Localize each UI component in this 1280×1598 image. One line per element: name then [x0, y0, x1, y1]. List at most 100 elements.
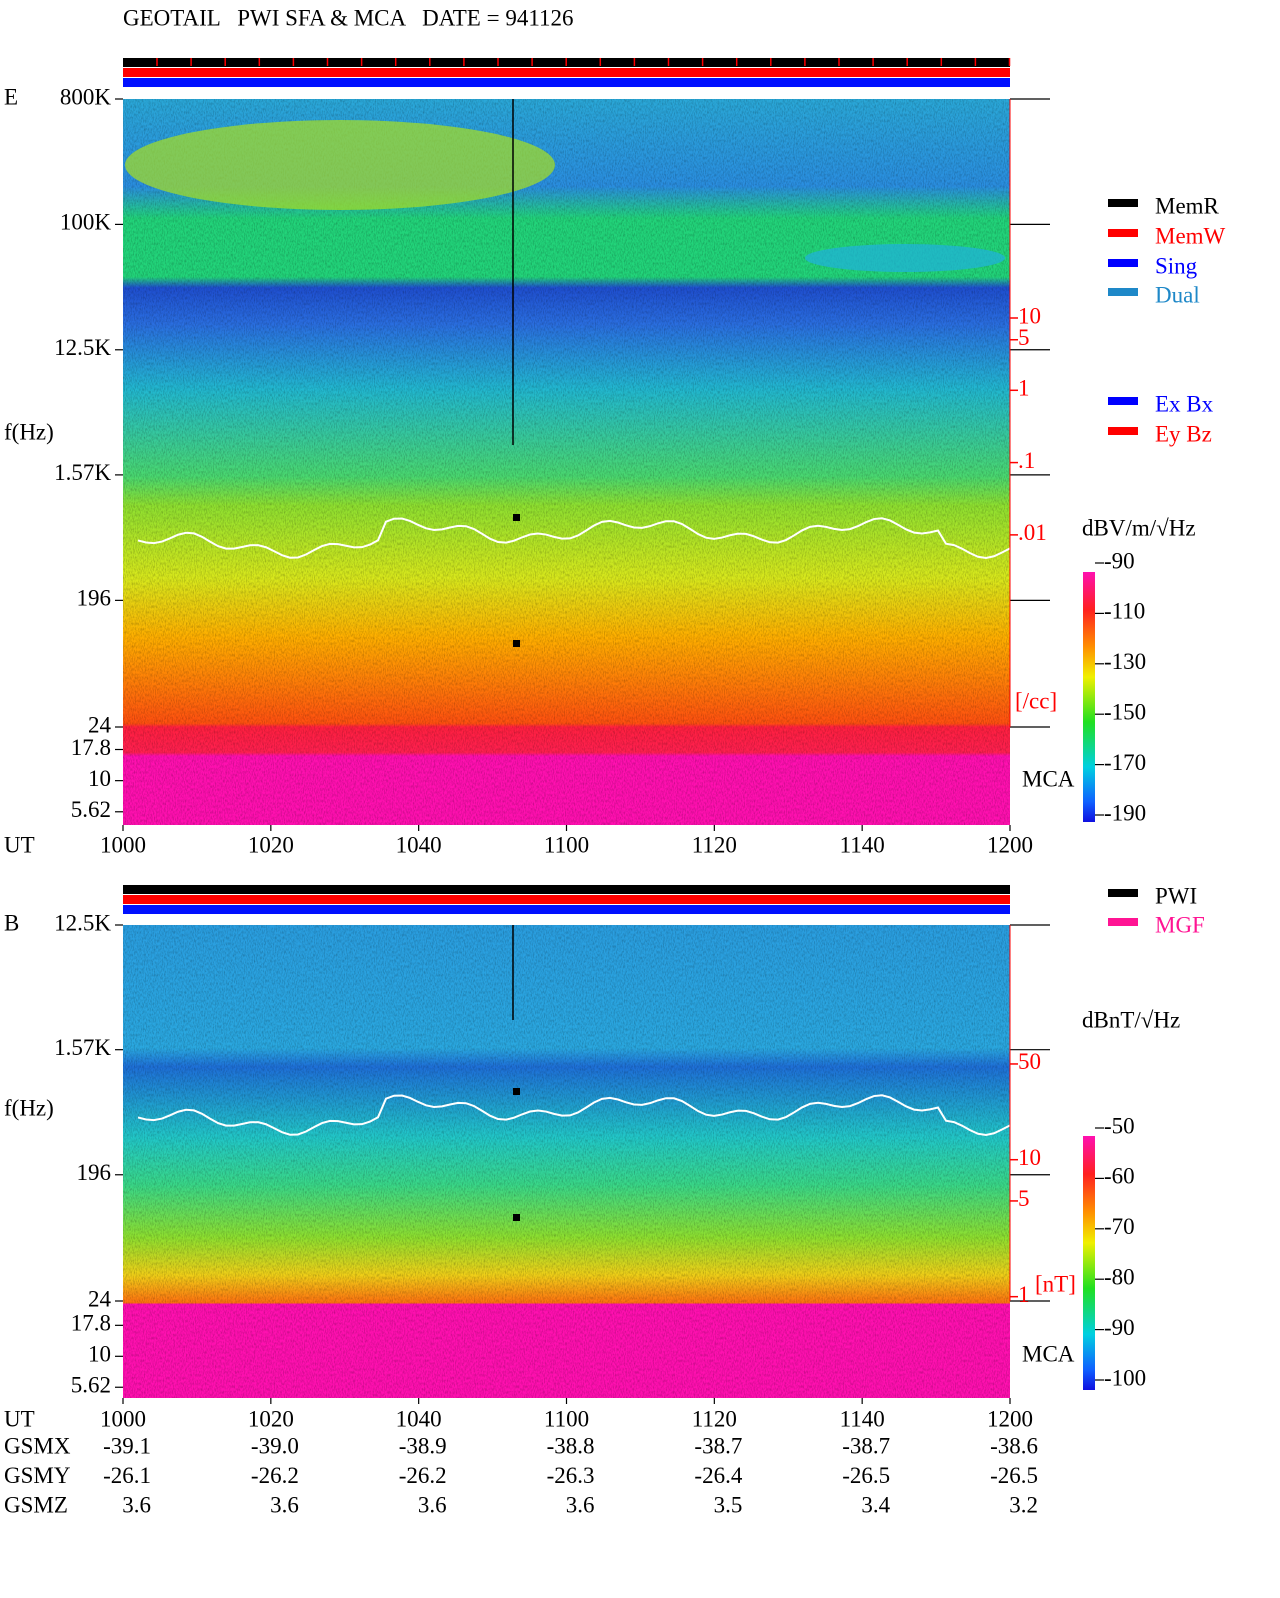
- colorbar-tick-label: -100: [1104, 1365, 1146, 1390]
- orbit-value: -38.7: [694, 1433, 742, 1458]
- x-tick-label: 1200: [987, 1406, 1033, 1431]
- status-bar: [123, 68, 1010, 77]
- status-bar: [123, 895, 1010, 904]
- orbit-value: 3.6: [270, 1492, 299, 1517]
- orbit-value: 3.5: [714, 1492, 743, 1517]
- colorbar: [1083, 1136, 1095, 1390]
- mca-tick-label: 17.8: [71, 1311, 111, 1336]
- legend-label: Ex Bx: [1155, 391, 1214, 416]
- y2-tick-label: 1: [1018, 376, 1030, 401]
- colorbar-tick-label: -150: [1104, 699, 1146, 724]
- y-tick-label: 12.5K: [54, 910, 111, 935]
- x-tick-label: 1000: [100, 1406, 146, 1431]
- orbit-value: 3.6: [566, 1492, 595, 1517]
- mca-tick-label: 17.8: [71, 735, 111, 760]
- x-tick-label: 1100: [544, 832, 589, 857]
- colorbar-tick-label: -110: [1104, 599, 1145, 624]
- marker: [513, 514, 520, 521]
- orbit-value: -26.4: [694, 1463, 742, 1488]
- mca-label: MCA: [1022, 1341, 1075, 1366]
- legend-label: Dual: [1155, 282, 1200, 307]
- mca-tick-label: 10: [88, 766, 111, 791]
- x-tick-label: 1020: [248, 832, 294, 857]
- orbit-value: -38.8: [547, 1433, 595, 1458]
- y-tick-label: 1.57K: [54, 460, 111, 485]
- y2-tick-label: .01: [1018, 520, 1047, 545]
- mca-tick-label: 5.62: [71, 797, 111, 822]
- x-tick-label: 1140: [840, 1406, 885, 1431]
- y-tick-label: 1.57K: [54, 1035, 111, 1060]
- orbit-row-label: GSMY: [4, 1463, 71, 1488]
- y2-axis-label: [/cc]: [1015, 688, 1057, 713]
- x-axis-label: UT: [4, 1406, 35, 1431]
- colorbar-tick-label: -50: [1104, 1113, 1135, 1138]
- y-tick-label: 800K: [60, 84, 112, 109]
- legend-label: MemW: [1155, 223, 1226, 248]
- panel-label: E: [4, 84, 18, 109]
- y-tick-label: 100K: [60, 210, 112, 235]
- legend-swatch: [1108, 427, 1138, 435]
- panel-label: B: [4, 910, 19, 935]
- legend-swatch: [1108, 397, 1138, 405]
- x-tick-label: 1000: [100, 832, 146, 857]
- legend-swatch: [1108, 288, 1138, 296]
- marker: [513, 1214, 520, 1221]
- orbit-value: -26.5: [990, 1463, 1038, 1488]
- status-bar: [123, 905, 1010, 914]
- orbit-value: -26.3: [547, 1463, 595, 1488]
- y2-tick-label: .1: [1018, 448, 1035, 473]
- legend-swatch: [1108, 918, 1138, 926]
- colorbar-label: dBV/m/√Hz: [1082, 515, 1196, 540]
- orbit-value: 3.4: [861, 1492, 890, 1517]
- y-tick-label: 24: [88, 1286, 112, 1311]
- y-axis-label: f(Hz): [4, 419, 54, 444]
- orbit-value: -26.5: [842, 1463, 890, 1488]
- orbit-value: 3.2: [1009, 1492, 1038, 1517]
- orbit-value: -26.1: [103, 1463, 151, 1488]
- legend-swatch: [1108, 259, 1138, 267]
- y-tick-label: 196: [77, 586, 112, 611]
- mca-label: MCA: [1022, 766, 1075, 791]
- status-bar: [123, 885, 1010, 894]
- y-tick-label: 12.5K: [54, 335, 111, 360]
- colorbar-tick-label: -130: [1104, 649, 1146, 674]
- legend-swatch: [1108, 889, 1138, 897]
- trace-line: [137, 517, 1011, 559]
- orbit-value: 3.6: [122, 1492, 151, 1517]
- colorbar-tick-label: -60: [1104, 1164, 1135, 1189]
- legend-swatch: [1108, 229, 1138, 237]
- colorbar-tick-label: -90: [1104, 548, 1135, 573]
- marker: [513, 1088, 520, 1095]
- y2-tick-label: 10: [1018, 1145, 1041, 1170]
- marker: [513, 640, 520, 647]
- colorbar-label: dBnT/√Hz: [1082, 1007, 1180, 1032]
- colorbar-tick-label: -190: [1104, 800, 1146, 825]
- orbit-value: -38.6: [990, 1433, 1038, 1458]
- page-title: GEOTAIL PWI SFA & MCA DATE = 941126: [123, 5, 573, 30]
- y2-tick-label: 5: [1018, 1186, 1030, 1211]
- x-tick-label: 1040: [396, 1406, 442, 1431]
- x-axis-label: UT: [4, 832, 35, 857]
- x-tick-label: 1020: [248, 1406, 294, 1431]
- legend-label: MemR: [1155, 193, 1220, 218]
- y-tick-label: 196: [77, 1160, 112, 1185]
- x-tick-label: 1120: [692, 1406, 737, 1431]
- y-tick-label: 24: [88, 712, 112, 737]
- y2-tick-label: 5: [1018, 325, 1030, 350]
- orbit-value: -26.2: [251, 1463, 299, 1488]
- colorbar-tick-label: -70: [1104, 1214, 1135, 1239]
- orbit-value: -39.0: [251, 1433, 299, 1458]
- spectrogram-noise: [123, 99, 1010, 825]
- y2-tick-label: 10: [1018, 303, 1041, 328]
- orbit-row-label: GSMX: [4, 1433, 71, 1458]
- legend-label: PWI: [1155, 883, 1197, 908]
- legend-swatch: [1108, 199, 1138, 207]
- y2-tick-label: 50: [1018, 1049, 1041, 1074]
- legend-label: Ey Bz: [1155, 421, 1212, 446]
- y2-axis-label: [nT]: [1035, 1271, 1076, 1296]
- x-tick-label: 1120: [692, 832, 737, 857]
- orbit-value: 3.6: [418, 1492, 447, 1517]
- x-tick-label: 1140: [840, 832, 885, 857]
- y-axis-label: f(Hz): [4, 1095, 54, 1120]
- emission-blob: [805, 244, 1005, 272]
